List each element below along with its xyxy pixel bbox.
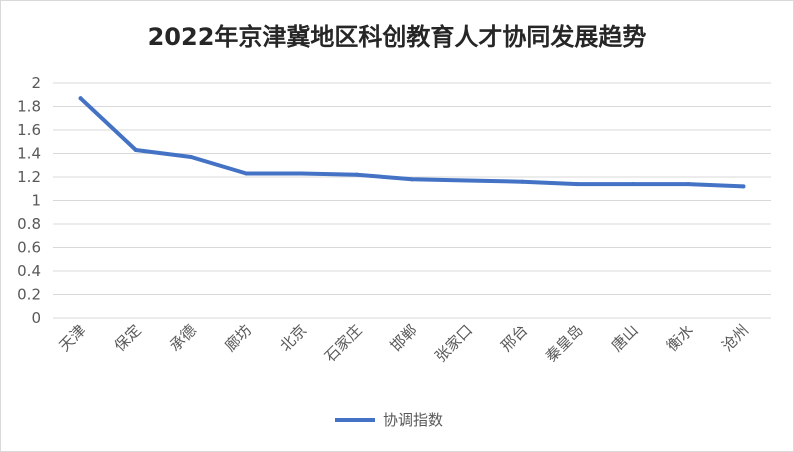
x-category-label: 石家庄 <box>321 321 366 366</box>
data-point <box>189 155 194 160</box>
x-category-label: 秦皇岛 <box>542 321 587 366</box>
data-point <box>133 147 138 152</box>
data-point <box>410 177 414 182</box>
x-category-label: 廊坊 <box>221 321 255 355</box>
y-tick-label: 0 <box>31 309 41 327</box>
y-tick-label: 0.8 <box>17 215 41 233</box>
x-category-label: 衡水 <box>663 321 697 355</box>
data-point <box>630 182 635 187</box>
data-point <box>575 182 580 187</box>
data-point <box>741 184 746 189</box>
chart-title: 2022年京津冀地区科创教育人才协同发展趋势 <box>148 23 647 51</box>
y-tick-label: 0.6 <box>17 239 41 257</box>
y-tick-label: 0.4 <box>17 262 41 280</box>
x-category-label: 邯郸 <box>387 321 421 355</box>
x-category-label: 唐山 <box>608 321 642 355</box>
x-category-label: 保定 <box>111 321 145 355</box>
y-tick-label: 0.2 <box>17 286 41 304</box>
series-lines <box>78 96 746 189</box>
y-tick-label: 1 <box>31 192 41 210</box>
y-tick-label: 1.2 <box>17 168 41 186</box>
data-point <box>244 171 249 176</box>
data-point <box>78 96 83 101</box>
x-category-label: 邢台 <box>497 321 531 355</box>
data-point <box>520 179 525 184</box>
data-point <box>686 182 691 187</box>
x-category-label: 张家口 <box>432 321 477 366</box>
data-point <box>465 178 470 183</box>
series-line <box>78 96 746 189</box>
x-category-label: 天津 <box>55 321 89 355</box>
x-axis-category-labels: 天津 保定 承德 廊坊 北京 石家庄 邯郸 张家口 邢台 秦皇岛 唐山 衡水 沧州 <box>55 321 752 366</box>
legend-label: 协调指数 <box>383 411 443 429</box>
data-point <box>354 172 359 177</box>
y-tick-label: 1.8 <box>17 98 41 116</box>
x-category-label: 沧州 <box>718 321 752 355</box>
x-category-label: 承德 <box>166 321 200 355</box>
x-category-label: 北京 <box>276 321 310 355</box>
y-tick-label: 2 <box>31 74 41 92</box>
y-axis-tick-labels: 2 1.8 1.6 1.4 1.2 1 0.8 0.6 0.4 0.2 0 <box>17 74 41 327</box>
legend: 协调指数 <box>335 411 443 429</box>
data-point <box>299 171 304 176</box>
y-tick-label: 1.6 <box>17 121 41 139</box>
y-tick-label: 1.4 <box>17 145 41 163</box>
gridlines <box>53 82 771 319</box>
